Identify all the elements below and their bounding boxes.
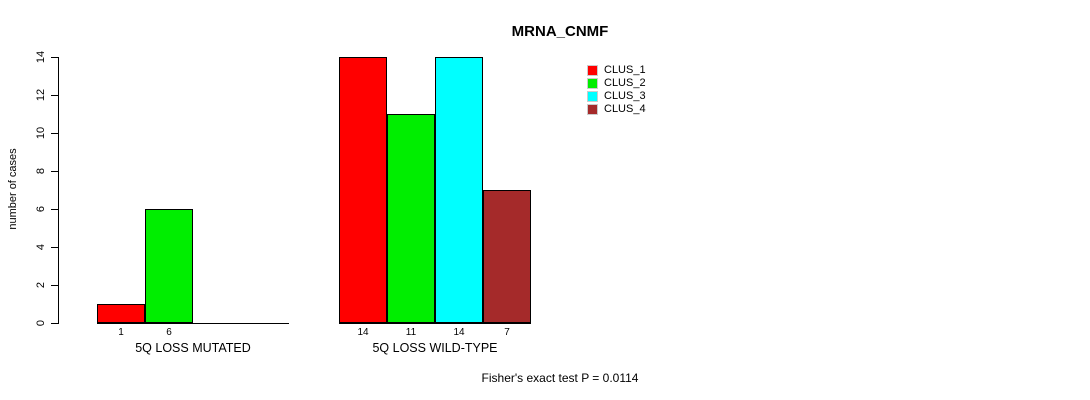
- bar-value-label: 14: [453, 327, 465, 338]
- y-tick-mark: [51, 57, 58, 58]
- y-tick-mark: [51, 323, 58, 324]
- bar-value-label: 6: [166, 327, 172, 338]
- bar-value-label: 11: [405, 327, 417, 338]
- legend-row: CLUS_3: [587, 90, 646, 103]
- legend-row: CLUS_1: [587, 64, 646, 77]
- legend-row: CLUS_2: [587, 77, 646, 90]
- y-tick-mark: [51, 247, 58, 248]
- y-tick-label: 4: [35, 243, 47, 251]
- y-tick-label: 12: [35, 88, 47, 102]
- legend-swatch: [587, 65, 598, 76]
- bar-clus_2: [145, 209, 193, 323]
- bar-value-label: 7: [504, 327, 510, 338]
- y-tick-label: 2: [35, 281, 47, 289]
- legend-swatch: [587, 91, 598, 102]
- legend-label: CLUS_4: [604, 103, 646, 115]
- y-tick-label: 10: [35, 126, 47, 140]
- bar-clus_1: [339, 57, 387, 323]
- chart-title: MRNA_CNMF: [511, 23, 609, 40]
- bar-value-label: 14: [357, 327, 369, 338]
- y-tick-mark: [51, 285, 58, 286]
- y-tick-mark: [51, 133, 58, 134]
- group-baseline: [97, 323, 289, 324]
- group-label: 5Q LOSS MUTATED: [135, 341, 251, 355]
- group-baseline: [339, 323, 531, 324]
- legend-label: CLUS_2: [604, 77, 646, 89]
- legend-label: CLUS_3: [604, 90, 646, 102]
- legend-swatch: [587, 78, 598, 89]
- legend-swatch: [587, 104, 598, 115]
- bar-value-label: 1: [118, 327, 124, 338]
- y-tick-label: 8: [35, 167, 47, 175]
- group-label: 5Q LOSS WILD-TYPE: [372, 341, 498, 355]
- legend-label: CLUS_1: [604, 64, 646, 76]
- bar-clus_3: [435, 57, 483, 323]
- y-tick-mark: [51, 95, 58, 96]
- legend: CLUS_1 CLUS_2 CLUS_3 CLUS_4: [587, 64, 646, 116]
- y-tick-label: 14: [35, 50, 47, 64]
- y-tick-mark: [51, 209, 58, 210]
- bar-clus_4: [483, 190, 531, 323]
- y-tick-mark: [51, 171, 58, 172]
- fisher-test-annotation: Fisher's exact test P = 0.0114: [481, 371, 639, 385]
- y-tick-label: 6: [35, 205, 47, 213]
- y-tick-label: 0: [35, 319, 47, 327]
- y-axis-line: [58, 57, 59, 324]
- bar-clus_1: [97, 304, 145, 323]
- legend-row: CLUS_4: [587, 103, 646, 116]
- y-axis-label: number of cases: [7, 148, 19, 230]
- bar-clus_2: [387, 114, 435, 323]
